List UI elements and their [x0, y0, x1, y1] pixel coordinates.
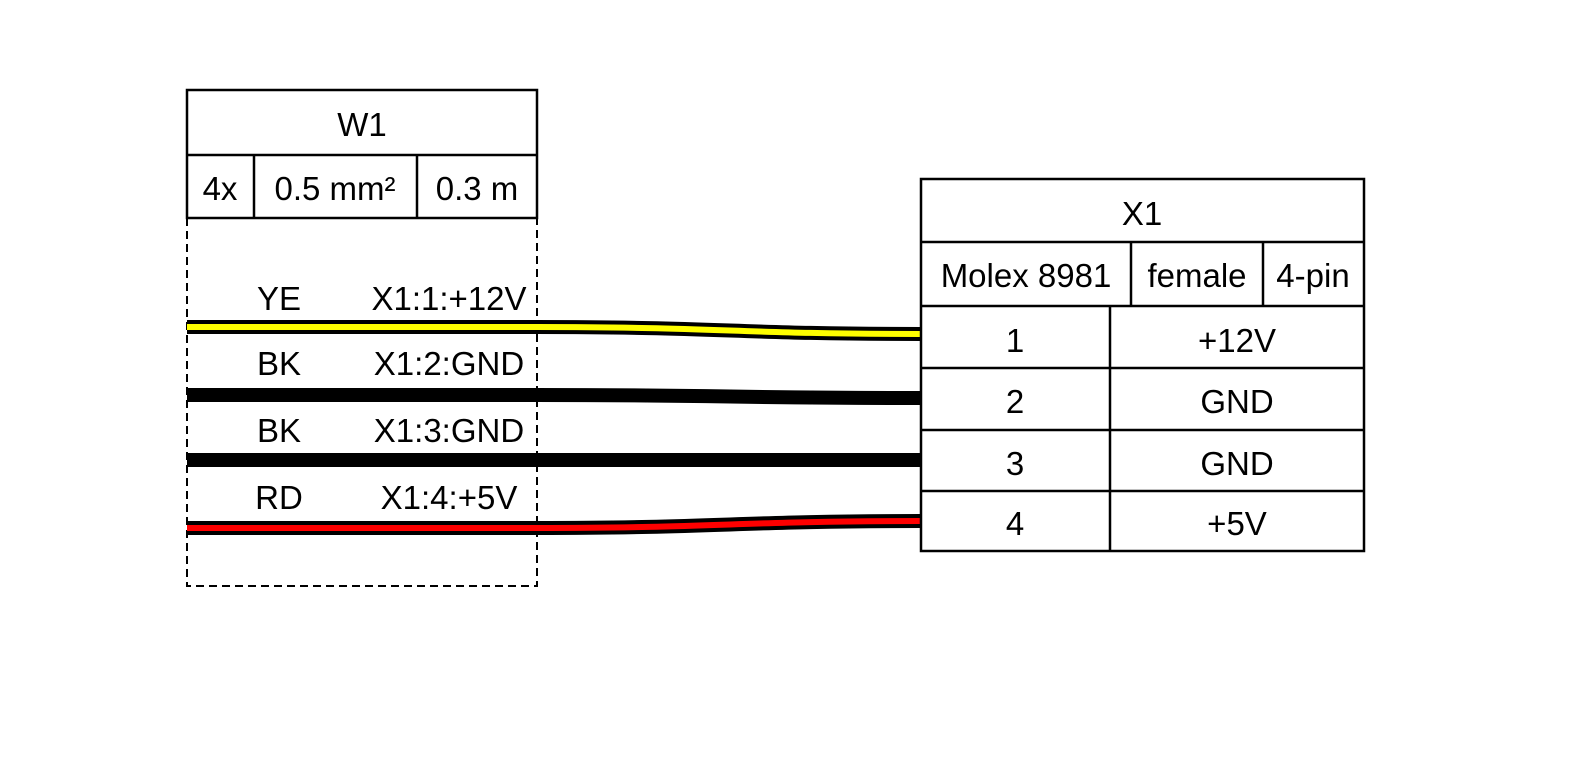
wire-2-color-code: BK [257, 345, 301, 382]
connector-pincount: 4-pin [1276, 257, 1349, 294]
connector-gender: female [1147, 257, 1246, 294]
wire-3-color-code: BK [257, 412, 301, 449]
pin-4-number: 4 [1006, 505, 1024, 542]
connector-x1: X1 Molex 8981 female 4-pin 1 +12V 2 GND … [919, 177, 1366, 553]
pin-1-number: 1 [1006, 322, 1024, 359]
cable-title: W1 [337, 106, 387, 143]
pin-2-number: 2 [1006, 383, 1024, 420]
cable-gauge: 0.5 mm² [274, 170, 395, 207]
wires [187, 320, 922, 535]
wire-1-color-code: YE [257, 280, 301, 317]
wire-1 [187, 320, 922, 341]
pin-1-label: +12V [1198, 322, 1276, 359]
connector-box [919, 177, 1366, 553]
wire-4 [187, 514, 922, 535]
wire-core [187, 324, 922, 337]
wire-4-label: X1:4:+5V [381, 479, 518, 516]
wire-core [187, 518, 922, 531]
wire-core [187, 392, 922, 401]
wire-4-color-code: RD [255, 479, 303, 516]
cable-length: 0.3 m [436, 170, 519, 207]
pin-3-label: GND [1200, 445, 1273, 482]
connector-type: Molex 8981 [941, 257, 1112, 294]
pin-3-number: 3 [1006, 445, 1024, 482]
wire-2 [187, 388, 922, 405]
wire-1-label: X1:1:+12V [371, 280, 526, 317]
pin-4-label: +5V [1207, 505, 1267, 542]
cable-w1: W1 4x 0.5 mm² 0.3 m YE X1:1:+12V BK X1:2… [185, 88, 539, 587]
pin-2-label: GND [1200, 383, 1273, 420]
wire-2-label: X1:2:GND [374, 345, 524, 382]
cable-count: 4x [203, 170, 238, 207]
connector-title: X1 [1122, 195, 1162, 232]
wire-3-label: X1:3:GND [374, 412, 524, 449]
